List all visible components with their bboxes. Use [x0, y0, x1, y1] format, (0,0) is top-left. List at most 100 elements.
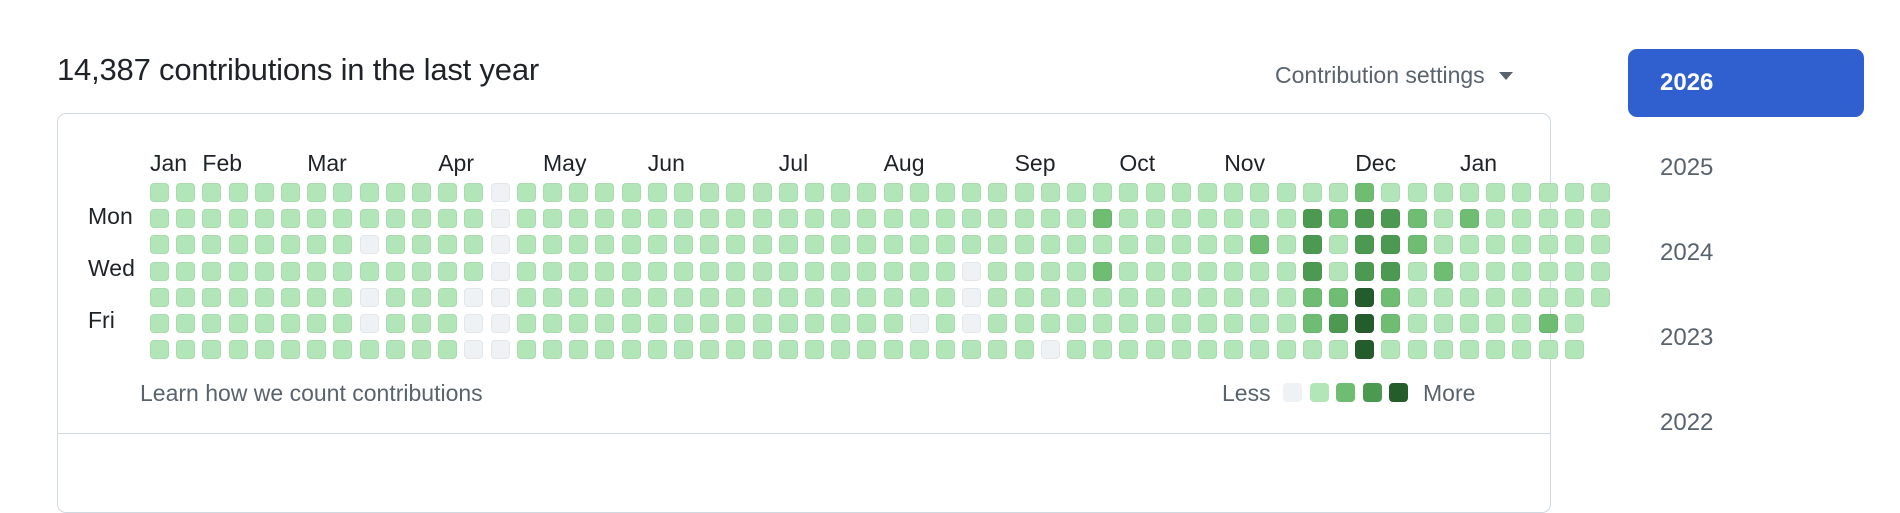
contribution-day-cell[interactable]: [1538, 209, 1558, 229]
contribution-day-cell[interactable]: [936, 235, 955, 255]
contribution-day-cell[interactable]: [543, 314, 562, 333]
contribution-day-cell[interactable]: [490, 314, 510, 333]
contribution-day-cell[interactable]: [674, 314, 693, 333]
contribution-day-cell[interactable]: [1538, 261, 1558, 281]
contribution-day-cell[interactable]: [700, 235, 720, 255]
contribution-day-cell[interactable]: [490, 287, 510, 307]
contribution-day-cell[interactable]: [726, 235, 746, 255]
contribution-day-cell[interactable]: [647, 340, 667, 360]
contribution-day-cell[interactable]: [805, 209, 824, 229]
contribution-day-cell[interactable]: [1224, 235, 1244, 255]
contribution-day-cell[interactable]: [647, 261, 667, 281]
contribution-day-cell[interactable]: [202, 340, 222, 360]
contribution-day-cell[interactable]: [569, 261, 589, 281]
contribution-day-cell[interactable]: [412, 183, 431, 202]
contribution-settings-button[interactable]: Contribution settings: [1275, 62, 1513, 89]
year-2023[interactable]: 2023: [1660, 324, 1714, 351]
contribution-day-cell[interactable]: [1119, 183, 1139, 202]
contribution-day-cell[interactable]: [1433, 261, 1453, 281]
contribution-day-cell[interactable]: [464, 314, 484, 333]
contribution-day-cell[interactable]: [438, 183, 458, 202]
contribution-day-cell[interactable]: [176, 235, 196, 255]
contribution-day-cell[interactable]: [1407, 209, 1427, 229]
contribution-day-cell[interactable]: [150, 235, 169, 255]
contribution-day-cell[interactable]: [176, 314, 196, 333]
contribution-day-cell[interactable]: [1198, 183, 1217, 202]
contribution-day-cell[interactable]: [805, 261, 824, 281]
contribution-day-cell[interactable]: [1093, 287, 1113, 307]
contribution-day-cell[interactable]: [674, 340, 693, 360]
contribution-day-cell[interactable]: [281, 287, 300, 307]
contribution-day-cell[interactable]: [569, 209, 589, 229]
contribution-day-cell[interactable]: [595, 287, 615, 307]
contribution-day-cell[interactable]: [962, 183, 982, 202]
contribution-day-cell[interactable]: [516, 235, 536, 255]
contribution-day-cell[interactable]: [1198, 235, 1217, 255]
contribution-day-cell[interactable]: [569, 287, 589, 307]
contribution-day-cell[interactable]: [1564, 340, 1584, 360]
contribution-day-cell[interactable]: [1198, 340, 1217, 360]
contribution-day-cell[interactable]: [1591, 209, 1610, 229]
contribution-day-cell[interactable]: [1093, 235, 1113, 255]
contribution-day-cell[interactable]: [1512, 287, 1532, 307]
contribution-day-cell[interactable]: [1433, 314, 1453, 333]
contribution-day-cell[interactable]: [700, 183, 720, 202]
contribution-day-cell[interactable]: [254, 340, 274, 360]
contribution-day-cell[interactable]: [333, 340, 353, 360]
contribution-day-cell[interactable]: [150, 261, 169, 281]
contribution-day-cell[interactable]: [988, 261, 1008, 281]
contribution-day-cell[interactable]: [1538, 340, 1558, 360]
contribution-day-cell[interactable]: [1198, 314, 1217, 333]
contribution-day-cell[interactable]: [490, 235, 510, 255]
contribution-day-cell[interactable]: [516, 314, 536, 333]
contribution-day-cell[interactable]: [1433, 183, 1453, 202]
contribution-day-cell[interactable]: [857, 287, 877, 307]
contribution-day-cell[interactable]: [726, 314, 746, 333]
contribution-day-cell[interactable]: [438, 261, 458, 281]
contribution-day-cell[interactable]: [1145, 209, 1165, 229]
contribution-day-cell[interactable]: [1460, 235, 1479, 255]
contribution-day-cell[interactable]: [307, 340, 327, 360]
contribution-day-cell[interactable]: [1145, 261, 1165, 281]
contribution-day-cell[interactable]: [962, 287, 982, 307]
contribution-day-cell[interactable]: [1460, 314, 1479, 333]
contribution-day-cell[interactable]: [281, 314, 300, 333]
contribution-day-cell[interactable]: [1171, 261, 1191, 281]
contribution-day-cell[interactable]: [464, 183, 484, 202]
contribution-day-cell[interactable]: [1067, 340, 1086, 360]
year-2022[interactable]: 2022: [1660, 409, 1714, 436]
contribution-day-cell[interactable]: [883, 261, 903, 281]
contribution-day-cell[interactable]: [831, 261, 851, 281]
contribution-day-cell[interactable]: [359, 314, 379, 333]
contribution-day-cell[interactable]: [1171, 287, 1191, 307]
contribution-day-cell[interactable]: [1171, 314, 1191, 333]
contribution-day-cell[interactable]: [1276, 314, 1296, 333]
contribution-day-cell[interactable]: [778, 209, 798, 229]
contribution-day-cell[interactable]: [1250, 183, 1270, 202]
contribution-day-cell[interactable]: [228, 261, 248, 281]
contribution-day-cell[interactable]: [516, 287, 536, 307]
contribution-day-cell[interactable]: [1486, 209, 1506, 229]
contribution-day-cell[interactable]: [831, 340, 851, 360]
contribution-day-cell[interactable]: [1040, 235, 1060, 255]
contribution-day-cell[interactable]: [1564, 261, 1584, 281]
contribution-day-cell[interactable]: [1119, 235, 1139, 255]
year-2025[interactable]: 2025: [1660, 154, 1714, 181]
contribution-day-cell[interactable]: [1014, 287, 1034, 307]
contribution-day-cell[interactable]: [385, 287, 405, 307]
contribution-day-cell[interactable]: [1067, 209, 1086, 229]
contribution-day-cell[interactable]: [1564, 209, 1584, 229]
contribution-day-cell[interactable]: [281, 235, 300, 255]
year-2024[interactable]: 2024: [1660, 239, 1714, 266]
contribution-day-cell[interactable]: [1407, 314, 1427, 333]
contribution-day-cell[interactable]: [176, 340, 196, 360]
contribution-day-cell[interactable]: [962, 340, 982, 360]
contribution-day-cell[interactable]: [1407, 183, 1427, 202]
contribution-day-cell[interactable]: [1250, 314, 1270, 333]
contribution-day-cell[interactable]: [674, 209, 693, 229]
contribution-day-cell[interactable]: [805, 287, 824, 307]
contribution-day-cell[interactable]: [1329, 183, 1348, 202]
contribution-day-cell[interactable]: [700, 209, 720, 229]
contribution-day-cell[interactable]: [490, 261, 510, 281]
contribution-day-cell[interactable]: [962, 314, 982, 333]
